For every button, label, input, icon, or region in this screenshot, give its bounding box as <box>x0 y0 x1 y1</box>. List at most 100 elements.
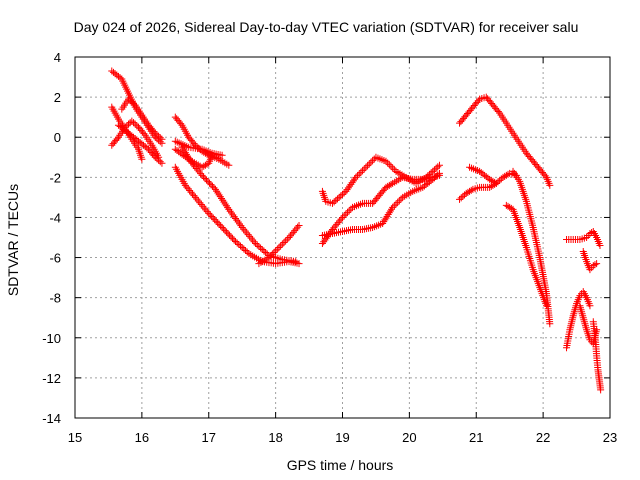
data-point-marker <box>184 185 192 193</box>
data-point-marker <box>346 182 354 190</box>
data-point-marker <box>432 164 440 172</box>
data-point-marker <box>181 149 189 157</box>
data-point-marker <box>190 140 198 148</box>
data-point-marker <box>237 222 245 230</box>
data-point-marker <box>235 241 243 249</box>
data-point-marker <box>179 145 187 153</box>
data-point-marker <box>190 192 198 200</box>
x-tick-label: 16 <box>135 430 149 445</box>
data-point-marker <box>432 172 440 180</box>
satellite-track-04 <box>118 95 166 143</box>
data-point-marker <box>215 191 223 199</box>
data-point-marker <box>241 227 249 235</box>
data-point-marker <box>541 172 549 180</box>
data-point-marker <box>197 170 205 178</box>
data-point-marker <box>288 230 296 238</box>
data-point-marker <box>347 180 355 188</box>
data-point-marker <box>232 238 239 246</box>
data-point-marker <box>226 207 234 215</box>
data-point-marker <box>153 155 161 163</box>
data-point-marker <box>158 135 166 143</box>
data-point-marker <box>270 249 278 257</box>
data-point-marker <box>347 205 355 213</box>
data-point-marker <box>344 184 352 192</box>
data-point-marker <box>185 154 193 162</box>
data-point-marker <box>369 157 377 165</box>
data-point-marker <box>586 302 594 310</box>
data-point-marker <box>342 187 350 195</box>
data-point-marker <box>206 211 214 219</box>
data-point-marker <box>218 194 226 202</box>
data-point-marker <box>340 212 348 220</box>
data-point-marker <box>546 320 554 328</box>
data-point-marker <box>272 247 280 255</box>
data-point-marker <box>380 218 388 226</box>
data-point-marker <box>430 174 438 182</box>
data-point-marker <box>221 227 229 235</box>
data-point-marker <box>226 231 234 239</box>
data-point-marker <box>140 130 148 138</box>
data-point-marker <box>182 150 190 158</box>
data-point-marker <box>191 193 199 201</box>
data-point-marker <box>236 220 244 228</box>
data-point-marker <box>188 159 196 167</box>
data-point-marker <box>367 158 375 166</box>
data-point-marker <box>218 151 226 159</box>
x-tick-label: 17 <box>202 430 216 445</box>
data-point-marker <box>379 219 387 227</box>
y-tick-label: 0 <box>54 130 61 145</box>
data-point-marker <box>260 247 268 255</box>
satellite-track-10 <box>178 143 300 266</box>
data-point-marker <box>318 240 326 248</box>
data-point-marker <box>456 195 464 203</box>
data-point-marker <box>434 171 442 179</box>
satellite-track-21 <box>563 227 604 250</box>
data-point-marker <box>459 192 467 200</box>
data-point-marker <box>394 198 402 206</box>
data-point-marker <box>200 204 208 212</box>
data-point-marker <box>187 158 195 166</box>
data-point-marker <box>435 161 443 169</box>
data-point-marker <box>333 220 341 228</box>
data-point-marker <box>474 97 482 105</box>
data-point-marker <box>496 176 504 184</box>
data-point-marker <box>227 209 235 217</box>
satellite-track-12 <box>318 153 443 207</box>
chart-title: Day 024 of 2026, Sidereal Day-to-day VTE… <box>74 19 579 35</box>
data-point-marker <box>278 240 286 248</box>
data-point-marker <box>126 97 134 105</box>
data-point-marker <box>467 186 475 194</box>
data-point-marker <box>204 178 212 186</box>
data-point-marker <box>434 163 442 171</box>
data-point-marker <box>397 195 405 203</box>
data-point-marker <box>203 176 211 184</box>
satellite-track-23 <box>579 248 601 274</box>
x-tick-label: 19 <box>335 430 349 445</box>
data-point-marker <box>320 238 328 246</box>
data-point-marker <box>387 180 395 188</box>
data-point-marker <box>197 201 205 209</box>
data-point-marker <box>151 153 159 161</box>
data-point-marker <box>351 175 359 183</box>
data-point-marker <box>268 250 276 258</box>
data-point-marker <box>390 166 398 174</box>
data-point-marker <box>224 204 232 212</box>
data-point-marker <box>385 209 393 217</box>
data-point-marker <box>250 238 258 246</box>
data-point-marker <box>352 173 360 181</box>
data-point-marker <box>221 200 229 208</box>
data-point-marker <box>178 143 186 151</box>
data-point-marker <box>133 122 141 130</box>
satellite-track-05 <box>114 121 166 167</box>
data-point-marker <box>494 178 502 186</box>
data-point-marker <box>225 161 233 169</box>
y-tick-label: 4 <box>54 50 61 65</box>
data-point-marker <box>184 152 192 160</box>
data-point-marker <box>186 156 194 164</box>
data-point-marker <box>243 229 251 237</box>
data-point-marker <box>194 197 202 205</box>
y-tick-label: -8 <box>49 291 61 306</box>
data-point-marker <box>597 386 605 394</box>
data-point-marker <box>249 236 257 244</box>
